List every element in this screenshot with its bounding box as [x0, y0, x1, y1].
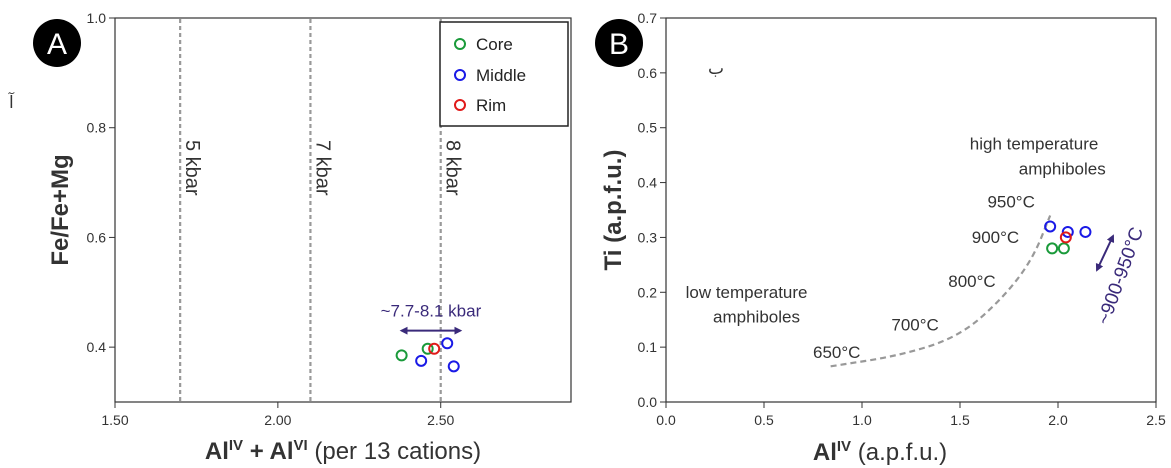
panel-b-plot-frame — [665, 17, 1157, 403]
panel-a-y-tick-label: 0.4 — [87, 339, 107, 355]
y-title-main: Ti (a.p.f.u.) — [600, 150, 627, 271]
x-title-al-1: Al — [205, 438, 229, 465]
panel-b-x-tick-label: 1.0 — [852, 412, 872, 428]
isotherm-label: 900°C — [972, 228, 1019, 247]
panel-badge-b: B — [595, 19, 643, 67]
panel-a-y-tick-label: 0.6 — [87, 229, 107, 245]
panel-a-point-rim — [428, 342, 441, 355]
panel-b-y-tick-label: 0.3 — [638, 229, 658, 245]
x-title-sup-iv: IV — [837, 438, 851, 455]
isotherm-curve — [830, 215, 1052, 368]
panel-a-y-axis-title: Fe/Fe+Mg — [47, 154, 74, 265]
isobar-lines: 5 kbar 7 kbar 8 kbar — [179, 19, 464, 401]
panel-a-y-tick-label: 0.8 — [87, 120, 107, 136]
panel-a: 5 kbar 7 kbar 8 kbar 1.50 2.00 2.50 0.4 0.6 0.8… — [8, 10, 572, 465]
temperature-trend: ~900-950°C — [1093, 225, 1148, 328]
isotherm-labels: 650°C 700°C 800°C 900°C 950°C — [813, 192, 1035, 362]
panel-b-points — [1044, 220, 1092, 255]
isotherm-label: 650°C — [813, 343, 860, 362]
panel-badge-a-letter: A — [47, 28, 67, 61]
panel-badge-b-letter: B — [609, 28, 629, 61]
panel-b-y-tick-label: 0.2 — [638, 284, 658, 300]
legend-marker-middle — [454, 69, 466, 81]
panel-b-x-tick-label: 0.0 — [656, 412, 676, 428]
temperature-annotation: high temperature — [970, 135, 1099, 154]
panel-b-y-tick-label: 0.1 — [638, 339, 658, 355]
panel-b-x-tick-label: 1.5 — [950, 412, 970, 428]
panel-b-point-core — [1046, 242, 1059, 255]
x-title-plus: + — [243, 438, 269, 465]
panel-b-x-tick-label: 2.5 — [1146, 412, 1166, 428]
pressure-range-annotation: ~7.7-8.1 kbar — [381, 302, 482, 335]
x-title-al: Al — [813, 439, 837, 466]
temperature-annotation: low temperature — [686, 283, 808, 302]
isobar-label: 8 kbar — [442, 140, 464, 196]
panel-badge-a-circle — [33, 19, 81, 67]
panel-b-y-tick-label: 0.7 — [638, 10, 658, 26]
panel-b: 0.0 0.5 1.0 1.5 2.0 2.5 0.0 0.1 0.2 0.3 0.4 0.5 0.6 0… — [595, 10, 1166, 466]
panel-b-y-tick-label: 0.4 — [638, 175, 658, 191]
panel-a-point-core — [421, 342, 434, 355]
x-title-sup-iv: IV — [229, 437, 243, 454]
legend-label-middle: Middle — [476, 66, 526, 85]
panel-a-x-tick-label: 2.00 — [264, 412, 291, 428]
legend-label-rim: Rim — [476, 96, 506, 115]
panel-a-point-middle — [447, 360, 460, 373]
isotherm-label: 800°C — [948, 272, 995, 291]
panel-a-point-middle — [441, 337, 454, 350]
panel-a-points — [395, 337, 460, 373]
x-title-rest: (per 13 cations) — [308, 438, 481, 465]
panel-b-y-tick-label: 0.5 — [638, 120, 658, 136]
panel-b-y-tick-label: 0.0 — [638, 394, 658, 410]
isotherm-label: 950°C — [987, 192, 1034, 211]
panel-a-y-tick-label: 1.0 — [87, 10, 107, 26]
panel-b-point-middle — [1061, 225, 1074, 238]
temperature-trend-arrow — [1095, 234, 1115, 272]
panel-b-point-middle — [1044, 220, 1057, 233]
isobar-label: 7 kbar — [311, 140, 333, 196]
pressure-range-label: ~7.7-8.1 kbar — [381, 302, 482, 321]
panel-badge-b-circle — [595, 19, 643, 67]
panel-b-point-core — [1057, 242, 1070, 255]
panel-b-point-rim — [1059, 231, 1072, 244]
panel-b-ticks: 0.0 0.5 1.0 1.5 2.0 2.5 0.0 0.1 0.2 0.3 0.4 0.5 0.6 0… — [638, 10, 1166, 428]
panel-a-x-tick-label: 2.50 — [427, 412, 454, 428]
panel-b-x-axis-title: AlIV (a.p.f.u.) — [813, 438, 947, 466]
legend-marker-rim — [454, 99, 466, 111]
x-title-sup-vi: VI — [294, 437, 308, 454]
legend: Core Middle Rim — [439, 21, 569, 127]
temperature-annotations: high temperature amphiboles low temperatur… — [686, 135, 1106, 327]
isotherm-label: 700°C — [891, 316, 938, 335]
panel-a-x-tick-label: 1.50 — [101, 412, 128, 428]
panel-a-x-axis-title: AlIV + AlVI (per 13 cations) — [205, 437, 481, 465]
panel-a-plot-frame — [114, 17, 572, 403]
x-title-apfu: (a.p.f.u.) — [851, 439, 947, 466]
panel-b-x-tick-label: 2.0 — [1048, 412, 1068, 428]
legend-marker-core — [454, 38, 466, 50]
panel-a-point-middle — [415, 354, 428, 367]
temperature-trend-label: ~900-950°C — [1093, 225, 1148, 328]
panel-b-y-tick-label: 0.6 — [638, 65, 658, 81]
x-title-al-2: Al — [270, 438, 294, 465]
panel-a-point-core — [395, 349, 408, 362]
panel-b-y-axis-title: Ti (a.p.f.u.) — [600, 150, 627, 271]
legend-label-core: Core — [476, 35, 513, 54]
mark-left: آ — [8, 91, 15, 112]
temperature-annotation: amphiboles — [1019, 159, 1106, 178]
temperature-annotation: amphiboles — [713, 307, 800, 326]
panel-b-point-middle — [1079, 225, 1092, 238]
isobar-label: 5 kbar — [181, 140, 203, 196]
panel-badge-a: A — [33, 19, 81, 67]
panel-b-x-tick-label: 0.5 — [754, 412, 774, 428]
panel-a-ticks: 1.50 2.00 2.50 0.4 0.6 0.8 1.0 — [87, 10, 455, 428]
mark-right: ب — [708, 59, 724, 78]
